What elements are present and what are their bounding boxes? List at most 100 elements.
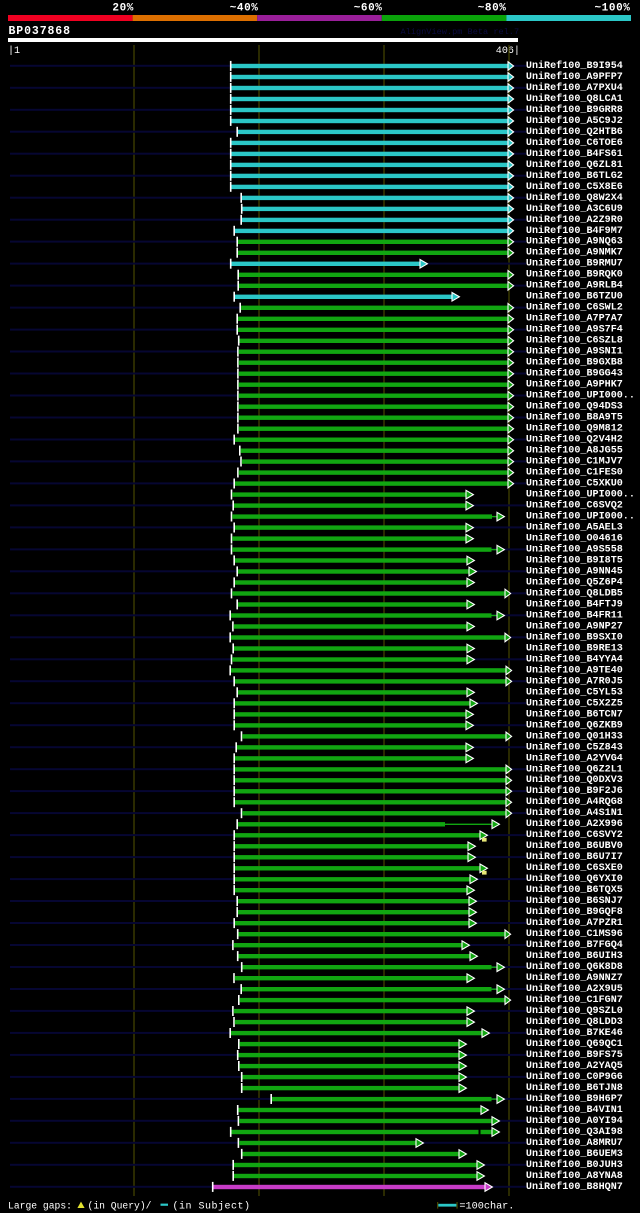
svg-text:UniRef100_B8HQN7: UniRef100_B8HQN7 — [526, 1181, 623, 1193]
svg-text:UniRef100_B6UEM3: UniRef100_B6UEM3 — [526, 1148, 623, 1160]
svg-text:UniRef100_B6TQX5: UniRef100_B6TQX5 — [526, 884, 623, 896]
svg-text:UniRef100_A9PFP7: UniRef100_A9PFP7 — [526, 71, 623, 83]
svg-text:BP037868: BP037868 — [9, 25, 71, 38]
svg-text:UniRef100_B9SXI0: UniRef100_B9SXI0 — [526, 631, 623, 643]
svg-text:UniRef100_B7FGQ4: UniRef100_B7FGQ4 — [526, 939, 623, 951]
svg-text:406|: 406| — [496, 45, 520, 57]
svg-text:AlignView.pm Beta rel.7: AlignView.pm Beta rel.7 — [401, 27, 520, 37]
svg-text:UniRef100_Q9SZL0: UniRef100_Q9SZL0 — [526, 1005, 623, 1017]
svg-text:UniRef100_Q2V4H2: UniRef100_Q2V4H2 — [526, 434, 623, 446]
svg-text:UniRef100_C5YL53: UniRef100_C5YL53 — [526, 686, 623, 698]
svg-text:UniRef100_B6U7I7: UniRef100_B6U7I7 — [526, 851, 623, 863]
svg-text:UniRef100_B9RE13: UniRef100_B9RE13 — [526, 642, 623, 654]
svg-text:UniRef100_B9RMU7: UniRef100_B9RMU7 — [526, 258, 623, 270]
svg-text:~60%: ~60% — [354, 3, 383, 15]
svg-text:UniRef100_C1FGN7: UniRef100_C1FGN7 — [526, 994, 623, 1006]
svg-text:UniRef100_B4VIN1: UniRef100_B4VIN1 — [526, 1104, 623, 1116]
svg-text:(in Query)/: (in Query)/ — [88, 1200, 152, 1211]
svg-text:20%: 20% — [112, 3, 134, 15]
svg-text:UniRef100_UPI000..: UniRef100_UPI000.. — [526, 511, 635, 523]
svg-text:UniRef100_A2YVG4: UniRef100_A2YVG4 — [526, 752, 623, 764]
svg-text:UniRef100_B6SNJ7: UniRef100_B6SNJ7 — [526, 895, 623, 907]
svg-text:UniRef100_A7PZR1: UniRef100_A7PZR1 — [526, 917, 623, 929]
svg-text:UniRef100_A7PXU4: UniRef100_A7PXU4 — [526, 82, 623, 94]
svg-text:UniRef100_A9SNI1: UniRef100_A9SNI1 — [526, 346, 623, 358]
svg-text:UniRef100_C6SVY2: UniRef100_C6SVY2 — [526, 829, 623, 841]
svg-text:UniRef100_A3C6U9: UniRef100_A3C6U9 — [526, 203, 623, 215]
svg-text:UniRef100_C0P9G6: UniRef100_C0P9G6 — [526, 1071, 623, 1083]
svg-text:UniRef100_C1MS96: UniRef100_C1MS96 — [526, 928, 623, 940]
svg-text:UniRef100_B6TCN7: UniRef100_B6TCN7 — [526, 708, 623, 720]
svg-text:Large gaps:: Large gaps: — [8, 1200, 72, 1211]
svg-text:UniRef100_B9H6P7: UniRef100_B9H6P7 — [526, 1093, 623, 1105]
svg-text:UniRef100_C5X2Z5: UniRef100_C5X2Z5 — [526, 697, 623, 709]
svg-text:UniRef100_C6TOE6: UniRef100_C6TOE6 — [526, 137, 623, 149]
svg-text:UniRef100_A2X9U5: UniRef100_A2X9U5 — [526, 983, 623, 995]
svg-text:UniRef100_A9NP27: UniRef100_A9NP27 — [526, 620, 623, 632]
svg-text:UniRef100_A9S558: UniRef100_A9S558 — [526, 544, 623, 556]
svg-text:UniRef100_A5C9J2: UniRef100_A5C9J2 — [526, 115, 623, 127]
svg-text:UniRef100_A8JG55: UniRef100_A8JG55 — [526, 445, 623, 457]
svg-text:UniRef100_A2Z9R0: UniRef100_A2Z9R0 — [526, 214, 623, 226]
svg-text:UniRef100_A8YNA8: UniRef100_A8YNA8 — [526, 1170, 623, 1182]
svg-text:UniRef100_O04616: UniRef100_O04616 — [526, 533, 623, 545]
svg-text:UniRef100_B6TLG2: UniRef100_B6TLG2 — [526, 170, 623, 182]
svg-text:UniRef100_C5XKU0: UniRef100_C5XKU0 — [526, 478, 623, 490]
svg-text:UniRef100_C6SZL8: UniRef100_C6SZL8 — [526, 335, 623, 347]
svg-text:UniRef100_B4YYA4: UniRef100_B4YYA4 — [526, 653, 623, 665]
svg-text:UniRef100_Q5Z6P4: UniRef100_Q5Z6P4 — [526, 576, 623, 588]
svg-text:UniRef100_A9TE40: UniRef100_A9TE40 — [526, 664, 623, 676]
svg-text:|1: |1 — [8, 45, 20, 57]
svg-text:UniRef100_B8A9T5: UniRef100_B8A9T5 — [526, 412, 623, 424]
svg-text:UniRef100_B6TJN8: UniRef100_B6TJN8 — [526, 1082, 623, 1094]
svg-text:UniRef100_Q6ZL81: UniRef100_Q6ZL81 — [526, 159, 623, 171]
svg-text:UniRef100_B9GRR8: UniRef100_B9GRR8 — [526, 104, 623, 116]
svg-text:UniRef100_Q8W2X4: UniRef100_Q8W2X4 — [526, 192, 623, 204]
svg-text:UniRef100_Q69QC1: UniRef100_Q69QC1 — [526, 1038, 623, 1050]
svg-text:UniRef100_B6TZU0: UniRef100_B6TZU0 — [526, 291, 623, 303]
svg-text:UniRef100_A0YI94: UniRef100_A0YI94 — [526, 1115, 623, 1127]
svg-text:UniRef100_B4FS61: UniRef100_B4FS61 — [526, 148, 623, 160]
svg-text:UniRef100_B9GG43: UniRef100_B9GG43 — [526, 368, 623, 380]
svg-text:UniRef100_Q0DXV3: UniRef100_Q0DXV3 — [526, 774, 623, 786]
svg-text:UniRef100_C5X8E6: UniRef100_C5X8E6 — [526, 181, 623, 193]
svg-text:UniRef100_A8MRU7: UniRef100_A8MRU7 — [526, 1137, 623, 1149]
svg-text:UniRef100_A2YAQ5: UniRef100_A2YAQ5 — [526, 1060, 623, 1072]
svg-text:UniRef100_Q8LDD3: UniRef100_Q8LDD3 — [526, 1016, 623, 1028]
svg-text:UniRef100_B9GXB8: UniRef100_B9GXB8 — [526, 357, 623, 369]
svg-text:UniRef100_Q94DS3: UniRef100_Q94DS3 — [526, 401, 623, 413]
svg-text:UniRef100_B9FS75: UniRef100_B9FS75 — [526, 1049, 623, 1061]
svg-text:~80%: ~80% — [478, 3, 507, 15]
svg-text:UniRef100_B7KE46: UniRef100_B7KE46 — [526, 1027, 623, 1039]
svg-text:UniRef100_B9I8T5: UniRef100_B9I8T5 — [526, 554, 623, 566]
svg-text:UniRef100_B9GQF8: UniRef100_B9GQF8 — [526, 906, 623, 918]
svg-text:UniRef100_A5AEL3: UniRef100_A5AEL3 — [526, 522, 623, 534]
svg-text:UniRef100_A9NQ63: UniRef100_A9NQ63 — [526, 236, 623, 248]
svg-text:UniRef100_C5Z843: UniRef100_C5Z843 — [526, 741, 623, 753]
svg-text:UniRef100_A9NNZ7: UniRef100_A9NNZ7 — [526, 972, 623, 984]
svg-text:UniRef100_A4S1N1: UniRef100_A4S1N1 — [526, 807, 623, 819]
svg-text:UniRef100_A2X996: UniRef100_A2X996 — [526, 818, 623, 830]
svg-text:UniRef100_Q6Z2L1: UniRef100_Q6Z2L1 — [526, 763, 623, 775]
svg-text:UniRef100_B9RQK0: UniRef100_B9RQK0 — [526, 269, 623, 281]
svg-text:UniRef100_Q3AI98: UniRef100_Q3AI98 — [526, 1126, 623, 1138]
svg-text:UniRef100_C1FES0: UniRef100_C1FES0 — [526, 467, 623, 479]
svg-text:UniRef100_Q01H33: UniRef100_Q01H33 — [526, 730, 623, 742]
svg-text:UniRef100_A9NN45: UniRef100_A9NN45 — [526, 565, 623, 577]
svg-text:UniRef100_C6SXE0: UniRef100_C6SXE0 — [526, 862, 623, 874]
svg-text:UniRef100_B0JUH3: UniRef100_B0JUH3 — [526, 1159, 623, 1171]
svg-text:UniRef100_Q8LDB5: UniRef100_Q8LDB5 — [526, 587, 623, 599]
svg-text:UniRef100_C1MJV7: UniRef100_C1MJV7 — [526, 456, 623, 468]
svg-text:UniRef100_Q6YXI0: UniRef100_Q6YXI0 — [526, 873, 623, 885]
svg-text:UniRef100_B9F2J6: UniRef100_B9F2J6 — [526, 785, 623, 797]
svg-text:UniRef100_A9RLB4: UniRef100_A9RLB4 — [526, 280, 623, 292]
svg-text:UniRef100_Q2HTB6: UniRef100_Q2HTB6 — [526, 126, 623, 138]
svg-text:UniRef100_C6SWL2: UniRef100_C6SWL2 — [526, 302, 623, 314]
svg-text:UniRef100_Q6ZKB9: UniRef100_Q6ZKB9 — [526, 719, 623, 731]
svg-text:UniRef100_B6UIH3: UniRef100_B6UIH3 — [526, 950, 623, 962]
svg-text:~100%: ~100% — [594, 3, 630, 15]
svg-text:UniRef100_Q8LCA1: UniRef100_Q8LCA1 — [526, 93, 623, 105]
svg-text:UniRef100_A4RQG8: UniRef100_A4RQG8 — [526, 796, 623, 808]
svg-text:UniRef100_Q6K8D8: UniRef100_Q6K8D8 — [526, 961, 623, 973]
svg-text:UniRef100_UPI000..: UniRef100_UPI000.. — [526, 390, 635, 402]
